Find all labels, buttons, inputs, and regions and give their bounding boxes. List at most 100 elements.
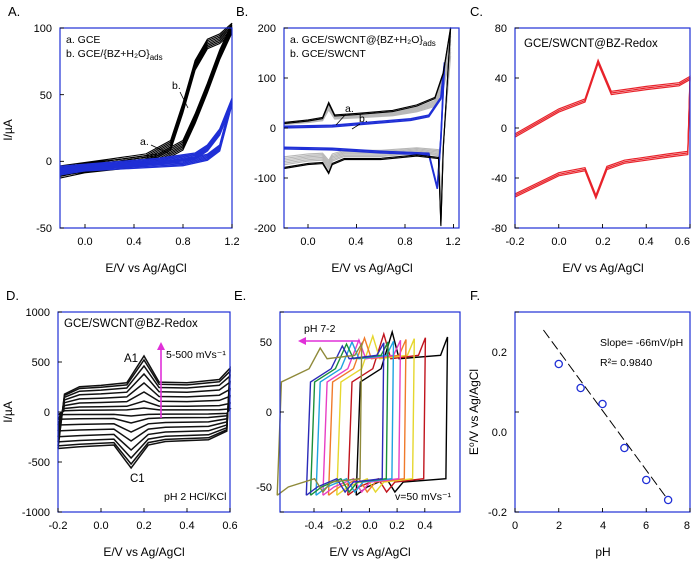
panel-a-letter: A. xyxy=(8,4,20,19)
panel-e-xtick: -0.2 xyxy=(333,520,352,532)
panel-e-yticks: -50 0 50 xyxy=(256,337,272,494)
panel-b-annot-a: a. xyxy=(345,103,354,115)
panel-d-ylabel: I/µA xyxy=(1,401,15,423)
panel-b-yticks: -200 -100 0 100 200 xyxy=(254,23,276,235)
panel-a-annot-b-line xyxy=(179,91,189,109)
panel-f-letter: F. xyxy=(470,288,480,303)
panel-e-cv-pH-6 xyxy=(305,342,385,496)
panel-c-xticks: -0.2 0.0 0.2 0.4 0.6 xyxy=(506,236,690,248)
panel-b-xticks: 0.0 0.4 0.8 1.2 xyxy=(300,236,460,248)
panel-c-cv-redox xyxy=(514,58,691,197)
panel-a-annot-b: b. xyxy=(172,80,181,92)
panel-a-frame xyxy=(59,27,233,229)
panel-d-xtick: 0.4 xyxy=(179,520,194,532)
panel-a-ytick: 50 xyxy=(40,90,52,102)
panel-d-xtick: -0.2 xyxy=(49,520,68,532)
panel-f-r2: R²= 0.9840 xyxy=(600,357,652,369)
panel-e-xtick: 0.4 xyxy=(417,520,432,532)
panel-f: F. -0.2 0.0 0.2 0 2 4 6 8 pH E⁰/V vs Ag/… xyxy=(467,288,691,559)
panel-a-ylabel: I/µA xyxy=(1,119,15,141)
panel-a-yticks: -50 0 50 100 xyxy=(34,23,52,235)
panel-e-cv-pH-5 xyxy=(315,340,395,496)
panel-d-ytick: 500 xyxy=(32,357,50,369)
panel-c-ytick: 40 xyxy=(495,73,507,85)
panel-d-ytick: 0 xyxy=(44,407,50,419)
panel-a-xtick: 0.0 xyxy=(77,236,92,248)
panel-c-ytick: -40 xyxy=(491,173,507,185)
panel-b-ytick: 200 xyxy=(258,23,276,35)
panel-d-cv-scanrate xyxy=(57,382,231,442)
panel-e-xtick: -0.4 xyxy=(305,520,324,532)
panel-d-label-c1: C1 xyxy=(130,473,145,485)
panel-f-yticks: -0.2 0.0 0.2 xyxy=(488,347,507,519)
panel-d-xtick: 0.2 xyxy=(136,520,151,532)
panel-f-xtick: 0 xyxy=(512,520,518,532)
panel-e-xtick: 0.2 xyxy=(389,520,404,532)
panel-e-letter: E. xyxy=(234,288,246,303)
panel-f-point xyxy=(642,475,651,485)
panel-d-xtick: 0.0 xyxy=(93,520,108,532)
panel-f-ytick: 0.2 xyxy=(492,347,507,359)
panel-e-rate-label: v=50 mVs⁻¹ xyxy=(395,491,452,503)
panel-d-xlabel: E/V vs Ag/AgCl xyxy=(103,545,184,559)
panel-c-xtick: 0.2 xyxy=(595,236,610,248)
panel-b-ytick: -100 xyxy=(254,173,276,185)
panel-b-legend-a-sub: ads xyxy=(423,39,436,48)
panel-c-title: GCE/SWCNT@BZ-Redox xyxy=(524,38,658,50)
panel-a-xtick: 1.2 xyxy=(224,236,239,248)
panel-d-cv-scanrate xyxy=(57,400,232,424)
panel-b-xtick: 1.2 xyxy=(445,236,460,248)
panel-a-legend-b-main: b. GCE/{BZ+H₂O} xyxy=(66,48,150,60)
panel-c-frame xyxy=(514,27,691,229)
panel-f-ylabel: E⁰/V vs Ag/AgCl xyxy=(467,369,481,455)
panel-e-ytick: -50 xyxy=(256,482,272,494)
panel-c-xtick: 0.6 xyxy=(675,236,690,248)
panel-a-annot-a: a. xyxy=(140,136,149,148)
panel-a-annot-a-line xyxy=(150,144,171,155)
panel-d-scanrate-label: 5-500 mVs⁻¹ xyxy=(166,349,226,361)
panel-d-cv-scanrate xyxy=(57,391,231,433)
panel-d-cv-scanrate xyxy=(57,364,231,460)
panel-b: B. -200 -100 0 100 200 0.0 0.4 0.8 1.2 E… xyxy=(236,4,461,275)
panel-c-yticks: -80 -40 0 40 80 xyxy=(491,23,507,235)
panel-b-xtick: 0.0 xyxy=(300,236,315,248)
panel-d-cv-scanrate xyxy=(57,358,231,466)
panel-d-cv-scanrate xyxy=(57,372,231,452)
panel-a-legend-a: a. GCE xyxy=(66,34,100,46)
panel-e-xticks: -0.4 -0.2 0.0 0.2 0.4 xyxy=(305,520,433,532)
panel-f-xticks: 0 2 4 6 8 xyxy=(512,520,690,532)
panel-b-ytick: -200 xyxy=(254,223,276,235)
panel-d: D. GCE/SWCNT@BZ-Redox -1000 -500 0 500 1… xyxy=(1,288,238,559)
panel-d-letter: D. xyxy=(6,288,19,303)
panel-c-xtick: 0.4 xyxy=(638,236,653,248)
panel-e-cv-pH-4-5 xyxy=(322,338,402,496)
panel-b-legend-b: b. GCE/SWCNT xyxy=(290,48,366,60)
panel-c-ytick: 0 xyxy=(501,123,507,135)
panel-f-fit-line xyxy=(543,329,669,501)
panel-a-ytick: -50 xyxy=(36,223,52,235)
panel-f-point xyxy=(620,443,629,453)
panel-f-slope: Slope= -66mV/pH xyxy=(600,337,683,349)
panel-f-xtick: 2 xyxy=(556,520,562,532)
panel-f-marks xyxy=(543,329,673,505)
panel-e-ph-label: pH 7-2 xyxy=(304,323,336,335)
panel-a-xlabel: E/V vs Ag/AgCl xyxy=(105,261,186,275)
panel-d-ytick: -1000 xyxy=(22,507,50,519)
panel-b-annot-b: b. xyxy=(359,113,368,125)
panel-b-curves xyxy=(283,27,452,227)
panel-e-xlabel: E/V vs Ag/AgCl xyxy=(329,545,410,559)
panel-b-annot-b-line xyxy=(351,123,361,130)
panel-f-point xyxy=(576,383,585,393)
panel-c-xtick: -0.2 xyxy=(506,236,525,248)
panel-f-xtick: 8 xyxy=(684,520,690,532)
panel-d-yticks: -1000 -500 0 500 1000 xyxy=(22,307,50,519)
panel-a-xtick: 0.8 xyxy=(175,236,190,248)
panel-c-xlabel: E/V vs Ag/AgCl xyxy=(562,261,643,275)
panel-e-xtick: 0.0 xyxy=(362,520,377,532)
panel-c-xtick: 0.0 xyxy=(551,236,566,248)
panel-d-ph-label: pH 2 HCl/KCl xyxy=(164,491,226,503)
panel-d-cv-scanrate xyxy=(57,354,231,470)
panel-f-xlabel: pH xyxy=(595,545,610,559)
tick-marks xyxy=(57,27,691,513)
